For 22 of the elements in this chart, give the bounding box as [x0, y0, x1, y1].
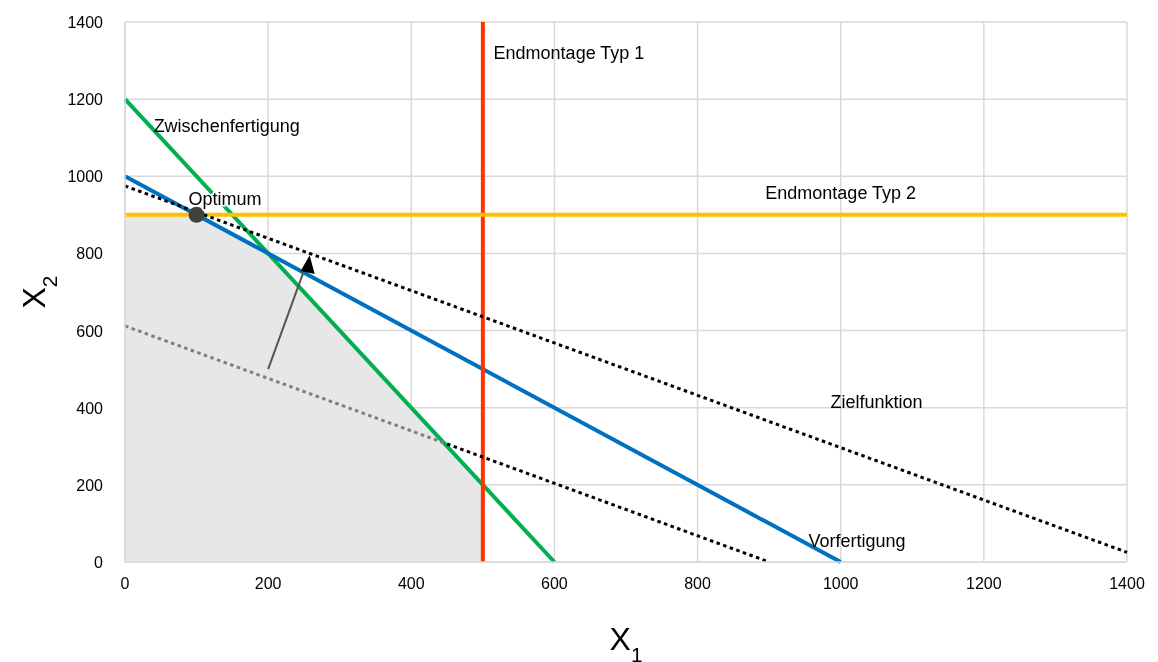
x-tick-label: 1200 [966, 575, 1002, 592]
y-tick-label: 0 [94, 554, 104, 571]
y-tick-label: 400 [76, 399, 104, 417]
x-axis-title: X$_{1}$ [609, 621, 643, 662]
y-tick-label: 600 [76, 322, 104, 340]
series-label: Vorfertigung [808, 530, 906, 551]
y-tick-label: 800 [76, 245, 104, 263]
y-tick-label: 200 [76, 476, 104, 494]
x-tick-label: 0 [120, 575, 130, 592]
series-label: Zielfunktion [830, 391, 923, 412]
y-tick-label: 1000 [67, 168, 104, 186]
series-label: Endmontage Typ 2 [765, 183, 917, 204]
x-tick-label: 600 [541, 575, 568, 592]
x-tick-label: 200 [254, 575, 282, 592]
series-label: Zwischenfertigung [153, 115, 300, 136]
x-tick-label: 1000 [822, 575, 859, 592]
x-tick-label: 400 [397, 575, 425, 592]
x-tick-label: 1400 [1109, 575, 1145, 592]
series-label: Endmontage Typ 1 [493, 42, 645, 63]
y-tick-label: 1400 [67, 14, 104, 31]
x-tick-label: 800 [684, 575, 712, 592]
y-tick-label: 1200 [67, 91, 104, 109]
